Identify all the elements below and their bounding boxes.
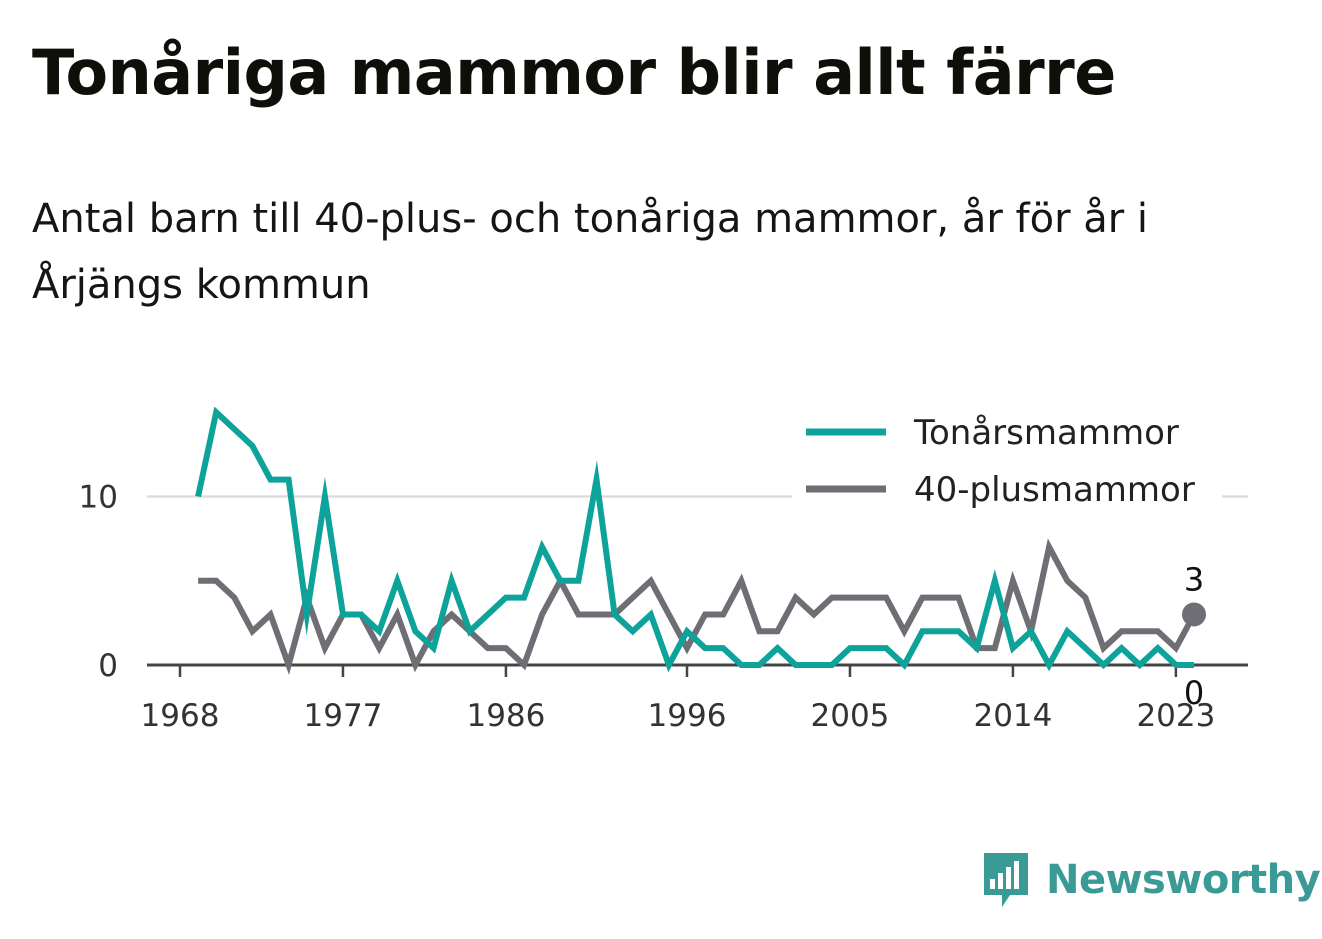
chart-title: Tonåriga mammor blir allt färre — [32, 36, 1116, 109]
x-tick-label: 1986 — [466, 698, 545, 734]
series-line-40-plusmammor — [198, 538, 1197, 676]
x-tick-label: 1968 — [141, 698, 220, 734]
x-tick-label: 2014 — [973, 698, 1052, 734]
x-tick-label: 1977 — [304, 698, 383, 734]
x-tick-label: 1996 — [648, 698, 727, 734]
x-tick-label: 2023 — [1136, 698, 1215, 734]
brand-name: Newsworthy — [1046, 857, 1321, 903]
x-tick-label: 2005 — [811, 698, 890, 734]
end-value-label: 0 — [1184, 674, 1204, 712]
series-layer: 30 — [195, 406, 1206, 712]
y-tick-label: 10 — [79, 480, 118, 516]
y-tick-label: 0 — [98, 648, 118, 684]
legend-label: 40-plusmammor — [914, 470, 1195, 510]
legend: Tonårsmammor 40-plusmammor — [792, 402, 1222, 520]
series-line-tonarsmammor — [195, 406, 1194, 673]
newsworthy-logo: Newsworthy — [980, 848, 1321, 912]
end-value-label: 3 — [1184, 560, 1204, 598]
newsworthy-logo-icon — [984, 853, 1028, 907]
legend-label: Tonårsmammor — [913, 413, 1179, 453]
x-axis: 1968 1977 1986 1996 2005 2014 2023 — [141, 663, 1248, 734]
chart-subtitle: Antal barn till 40-plus- och tonåriga ma… — [32, 196, 1149, 308]
series-end-point — [1182, 602, 1206, 627]
legend-background — [792, 402, 1222, 520]
